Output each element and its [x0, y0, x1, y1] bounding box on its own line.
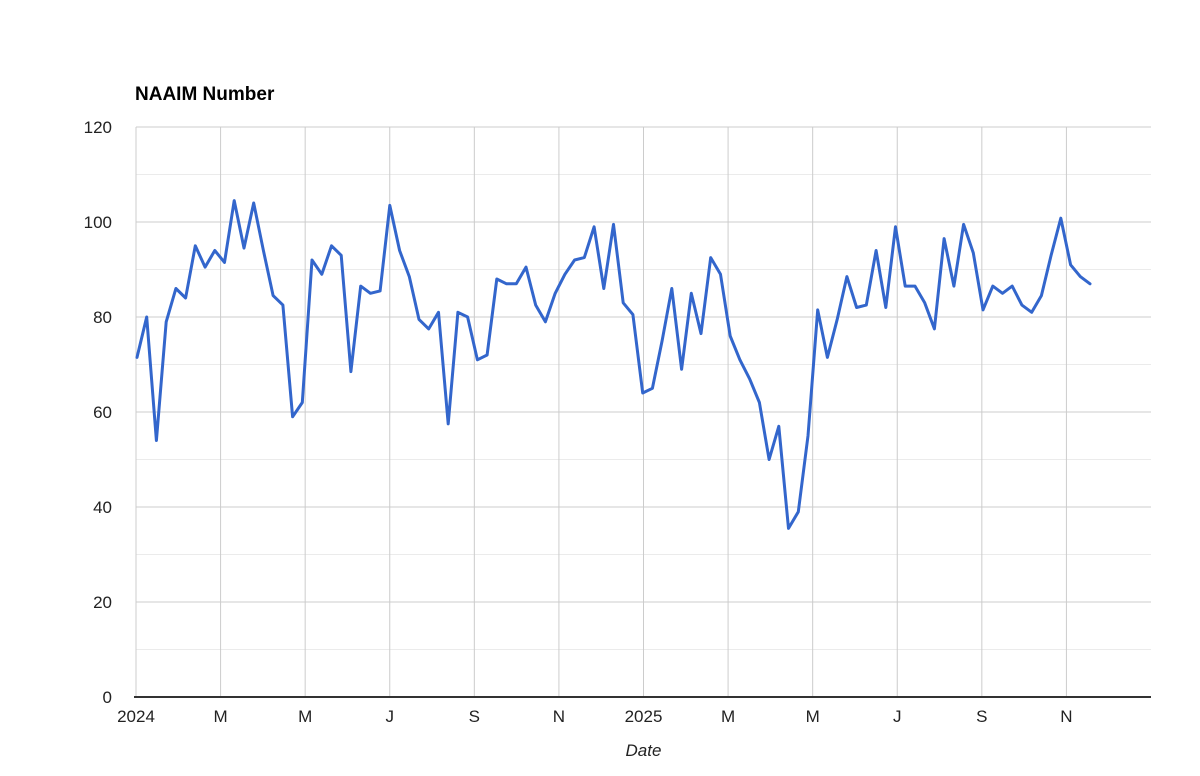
x-tick-label: J: [893, 707, 902, 726]
x-tick-label: S: [976, 707, 987, 726]
y-tick-label: 120: [84, 118, 112, 137]
y-tick-label: 0: [103, 688, 112, 707]
x-tick-label: N: [1060, 707, 1072, 726]
x-tick-label: M: [213, 707, 227, 726]
y-tick-label: 80: [93, 308, 112, 327]
y-tick-label: 40: [93, 498, 112, 517]
x-tick-label: 2024: [117, 707, 155, 726]
x-tick-label: M: [721, 707, 735, 726]
x-tick-label: M: [806, 707, 820, 726]
x-tick-label: J: [386, 707, 395, 726]
x-tick-label: N: [553, 707, 565, 726]
chart-title: NAAIM Number: [135, 84, 275, 105]
x-tick-label: 2025: [625, 707, 663, 726]
y-tick-label: 100: [84, 213, 112, 232]
x-tick-label: S: [469, 707, 480, 726]
y-tick-label: 20: [93, 593, 112, 612]
y-tick-label: 60: [93, 403, 112, 422]
x-tick-label: M: [298, 707, 312, 726]
series-line: [135, 199, 1092, 530]
x-axis-title: Date: [625, 741, 662, 760]
